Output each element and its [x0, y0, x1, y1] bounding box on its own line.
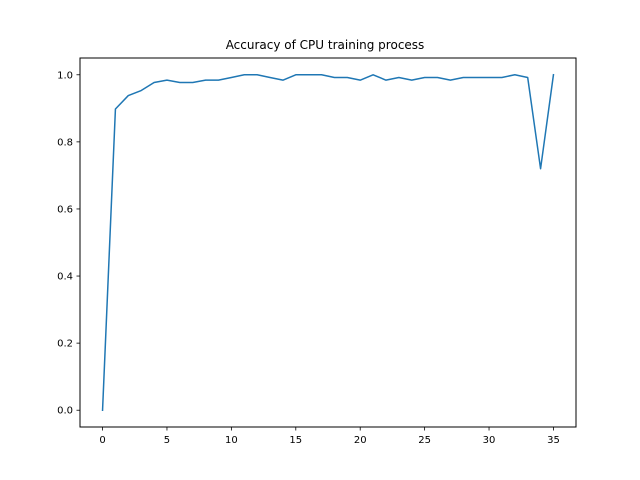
y-tick-label: 0.8 — [57, 137, 73, 148]
axes-frame — [79, 57, 577, 428]
x-tick-label: 5 — [164, 435, 170, 446]
chart-title: Accuracy of CPU training process — [226, 38, 425, 52]
y-tick-label: 0.4 — [57, 272, 73, 283]
x-tick-label: 0 — [99, 435, 105, 446]
y-tick-label: 1.0 — [57, 70, 73, 81]
x-tick-label: 15 — [289, 435, 302, 446]
x-tick-label: 20 — [354, 435, 367, 446]
x-tick-label: 10 — [225, 435, 238, 446]
plot-area — [101, 73, 555, 412]
x-tick-label: 35 — [547, 435, 560, 446]
x-tick-label: 25 — [418, 435, 431, 446]
y-tick-label: 0.2 — [57, 339, 73, 350]
accuracy-line — [101, 73, 555, 412]
y-tick-label: 0.6 — [57, 204, 73, 215]
y-tick-label: 0.0 — [57, 406, 73, 417]
x-tick-label: 30 — [483, 435, 496, 446]
